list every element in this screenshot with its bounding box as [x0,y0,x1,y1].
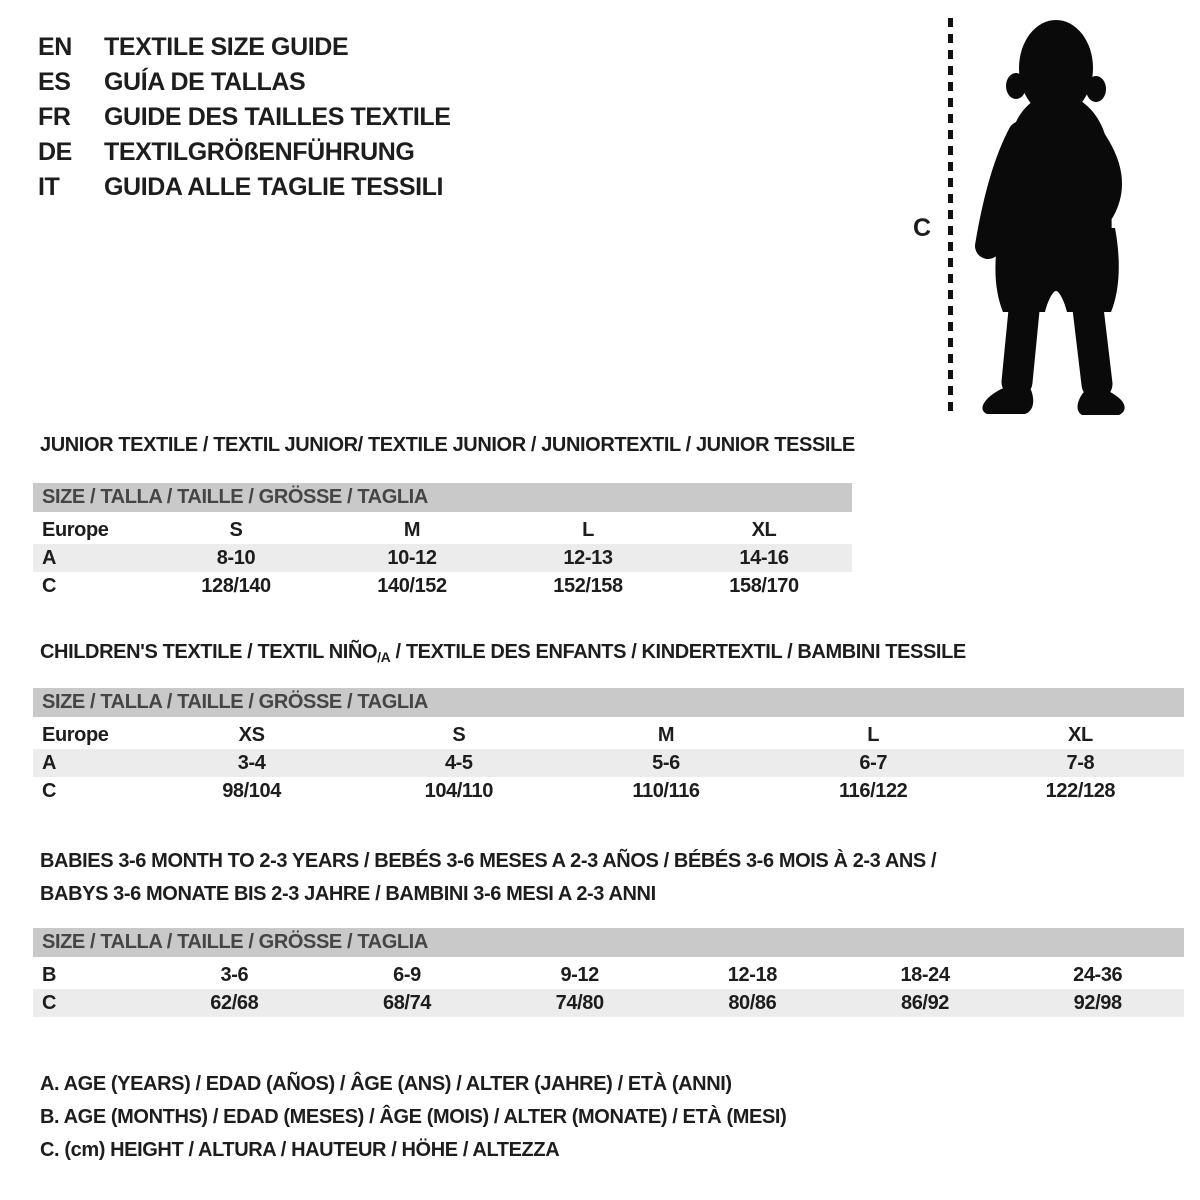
age-cell: 9-12 [560,963,599,986]
height-cell: 158/170 [729,574,799,597]
children-section-title: CHILDREN'S TEXTILE / TEXTIL NIÑO/A / TEX… [40,640,966,665]
table-row-height: C 98/104 104/110 110/116 116/122 122/128 [33,777,1184,805]
row-label: B [42,963,57,986]
size-cell: M [403,518,421,541]
row-label: C [42,574,57,597]
silhouette-head [1019,20,1093,116]
height-cell: 80/86 [728,991,777,1014]
table-row-age-months: B 3-6 6-9 9-12 12-18 18-24 24-36 [33,961,1184,989]
row-label: A [42,751,57,774]
row-label: Europe [42,723,109,746]
guide-title-it: GUIDA ALLE TAGLIE TESSILI [104,173,444,201]
language-code: ES [38,68,71,96]
age-cell: 5-6 [652,751,680,774]
babies-title-line2: BABYS 3-6 MONATE BIS 2-3 JAHRE / BAMBINI… [40,883,656,905]
height-cell: 92/98 [1073,991,1122,1014]
babies-title-line1: BABIES 3-6 MONTH TO 2-3 YEARS / BEBÉS 3-… [40,850,937,872]
height-cell: 62/68 [210,991,259,1014]
legend-line-c: C. (cm) HEIGHT / ALTURA / HAUTEUR / HÖHE… [40,1139,560,1161]
age-cell: 14-16 [739,546,789,569]
height-cell: 122/128 [1045,779,1116,802]
junior-section-title: JUNIOR TEXTILE / TEXTIL JUNIOR/ TEXTILE … [40,434,855,456]
height-cell: 74/80 [555,991,604,1014]
size-cell: XS [238,723,265,746]
table-row-age-years: A 3-4 4-5 5-6 6-7 7-8 [33,749,1184,777]
age-cell: 24-36 [1073,963,1123,986]
guide-title-de: TEXTILGRÖßENFÜHRUNG [104,138,415,166]
language-title-block: EN TEXTILE SIZE GUIDE ES GUÍA DE TALLAS … [38,30,451,205]
age-cell: 6-7 [859,751,888,774]
age-cell: 12-18 [727,963,778,986]
size-cell: XL [751,518,777,541]
language-row-en: EN TEXTILE SIZE GUIDE [38,30,451,65]
legend-line-b: B. AGE (MONTHS) / EDAD (MESES) / ÂGE (MO… [40,1106,787,1128]
language-row-es: ES GUÍA DE TALLAS [38,65,451,100]
size-cell: XL [1068,723,1093,746]
height-measure-dashed-line [948,18,953,416]
age-cell: 3-6 [220,963,249,986]
language-row-fr: FR GUIDE DES TAILLES TEXTILE [38,100,451,135]
language-row-it: IT GUIDA ALLE TAGLIE TESSILI [38,170,451,205]
babies-size-table: SIZE / TALLA / TAILLE / GRÖSSE / TAGLIA … [33,928,1184,1017]
height-cell: 104/110 [424,779,494,802]
language-code: EN [38,33,72,61]
junior-size-table: SIZE / TALLA / TAILLE / GRÖSSE / TAGLIA … [33,483,852,600]
children-size-table: SIZE / TALLA / TAILLE / GRÖSSE / TAGLIA … [33,688,1184,805]
age-cell: 3-4 [237,751,266,774]
row-label: C [42,779,57,802]
row-label: C [42,991,57,1014]
height-cell: 116/122 [839,779,908,802]
toddler-silhouette-icon [975,20,1125,415]
height-cell: 68/74 [382,991,432,1014]
size-cell: S [452,723,466,746]
size-cell: L [867,723,880,746]
row-label: Europe [42,518,109,541]
age-cell: 10-12 [387,546,437,569]
language-code: FR [38,103,71,131]
age-cell: 4-5 [444,751,473,774]
size-cell: S [229,518,243,541]
measure-label-c: C [913,214,931,242]
legend-block: A. AGE (YEARS) / EDAD (AÑOS) / ÂGE (ANS)… [40,1068,787,1167]
table-row-height: C 62/68 68/74 74/80 80/86 86/92 92/98 [33,989,1184,1017]
children-table-header: SIZE / TALLA / TAILLE / GRÖSSE / TAGLIA [33,688,1184,717]
babies-table-header: SIZE / TALLA / TAILLE / GRÖSSE / TAGLIA [33,928,1184,957]
height-cell: 98/104 [222,779,281,802]
table-row-age-years: A 8-10 10-12 12-13 14-16 [33,544,852,572]
size-cell: L [582,518,594,541]
table-row-height: C 128/140 140/152 152/158 158/170 [33,572,852,600]
children-title-post: / TEXTILE DES ENFANTS / KINDERTEXTIL / B… [390,641,967,663]
height-cell: 110/116 [632,779,700,802]
children-title-pre: CHILDREN'S TEXTILE / TEXTIL NIÑO [40,641,378,663]
language-code: IT [38,173,60,201]
age-cell: 12-13 [563,546,613,569]
legend-line-a: A. AGE (YEARS) / EDAD (AÑOS) / ÂGE (ANS)… [40,1073,732,1095]
height-cell: 140/152 [377,574,447,597]
age-cell: 7-8 [1066,751,1095,774]
size-cell: M [657,723,675,746]
language-row-de: DE TEXTILGRÖßENFÜHRUNG [38,135,451,170]
height-cell: 152/158 [553,574,623,597]
language-code: DE [38,138,72,166]
row-label: A [42,546,57,569]
age-cell: 18-24 [900,963,950,986]
babies-section-title: BABIES 3-6 MONTH TO 2-3 YEARS / BEBÉS 3-… [40,845,937,911]
table-row-europe: Europe XS S M L XL [33,721,1184,749]
table-row-europe: Europe S M L XL [33,516,852,544]
junior-table-header: SIZE / TALLA / TAILLE / GRÖSSE / TAGLIA [33,483,852,512]
guide-title-fr: GUIDE DES TAILLES TEXTILE [104,103,451,131]
guide-title-en: TEXTILE SIZE GUIDE [104,33,349,61]
age-cell: 6-9 [393,963,421,986]
guide-title-es: GUÍA DE TALLAS [104,68,306,96]
height-cell: 128/140 [201,574,271,597]
age-cell: 8-10 [216,546,256,569]
children-title-sub: /A [377,649,391,665]
height-cell: 86/92 [900,991,950,1014]
